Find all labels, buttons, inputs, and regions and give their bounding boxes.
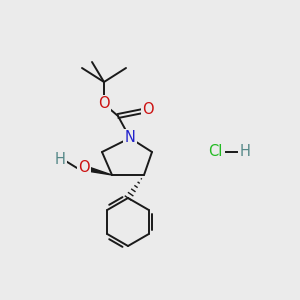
- Text: H: H: [240, 145, 250, 160]
- Text: N: N: [124, 130, 135, 146]
- Text: H: H: [55, 152, 65, 167]
- Polygon shape: [83, 166, 112, 175]
- Text: O: O: [98, 97, 110, 112]
- Text: O: O: [142, 103, 154, 118]
- Text: O: O: [78, 160, 90, 175]
- Text: Cl: Cl: [208, 145, 222, 160]
